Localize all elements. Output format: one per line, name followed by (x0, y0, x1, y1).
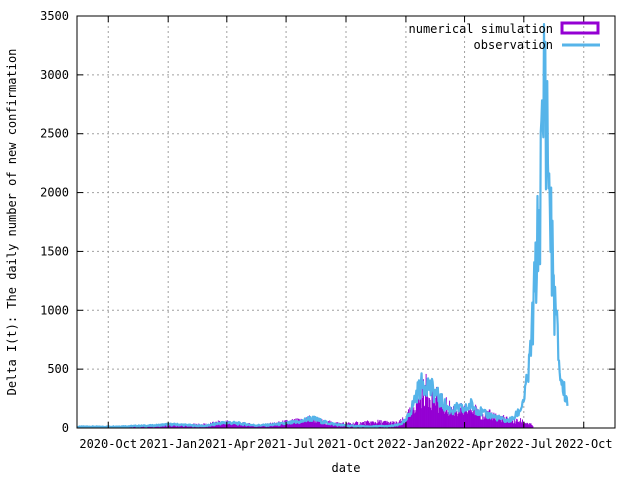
x-tick-label: 2022-Jul (495, 437, 553, 451)
y-tick-label: 0 (62, 421, 69, 435)
grid-lines (77, 16, 615, 428)
observation-line (77, 23, 569, 429)
x-tick-label: 2021-Jan (139, 437, 197, 451)
x-tick-label: 2021-Apr (198, 437, 256, 451)
y-tick-label: 3500 (40, 9, 69, 23)
y-tick-label: 2500 (40, 127, 69, 141)
y-tick-labels: 0 500 1000 1500 2000 2500 3000 3500 (40, 9, 615, 435)
x-axis-label: date (332, 461, 361, 475)
x-tick-label: 2021-Oct (317, 437, 375, 451)
legend-label-simulation: numerical simulation (409, 22, 554, 36)
x-tick-label: 2022-Jan (377, 437, 435, 451)
x-tick-label: 2020-Oct (79, 437, 137, 451)
y-tick-label: 1000 (40, 303, 69, 317)
x-tick-label: 2022-Oct (555, 437, 613, 451)
legend-swatch-simulation (560, 21, 600, 35)
x-tick-label: 2022-Apr (436, 437, 494, 451)
x-tick-label: 2021-Jul (257, 437, 315, 451)
y-tick-label: 500 (47, 362, 69, 376)
observation-series (77, 23, 569, 429)
y-tick-label: 2000 (40, 186, 69, 200)
y-tick-label: 3000 (40, 68, 69, 82)
y-axis-label: Delta I(t): The daily number of new conf… (5, 49, 19, 396)
legend: numerical simulation observation (409, 21, 600, 52)
x-tick-labels: 2020-Oct 2021-Jan 2021-Apr 2021-Jul 2021-Oct… (79, 16, 613, 451)
y-tick-label: 1500 (40, 244, 69, 258)
legend-label-observation: observation (474, 38, 553, 52)
